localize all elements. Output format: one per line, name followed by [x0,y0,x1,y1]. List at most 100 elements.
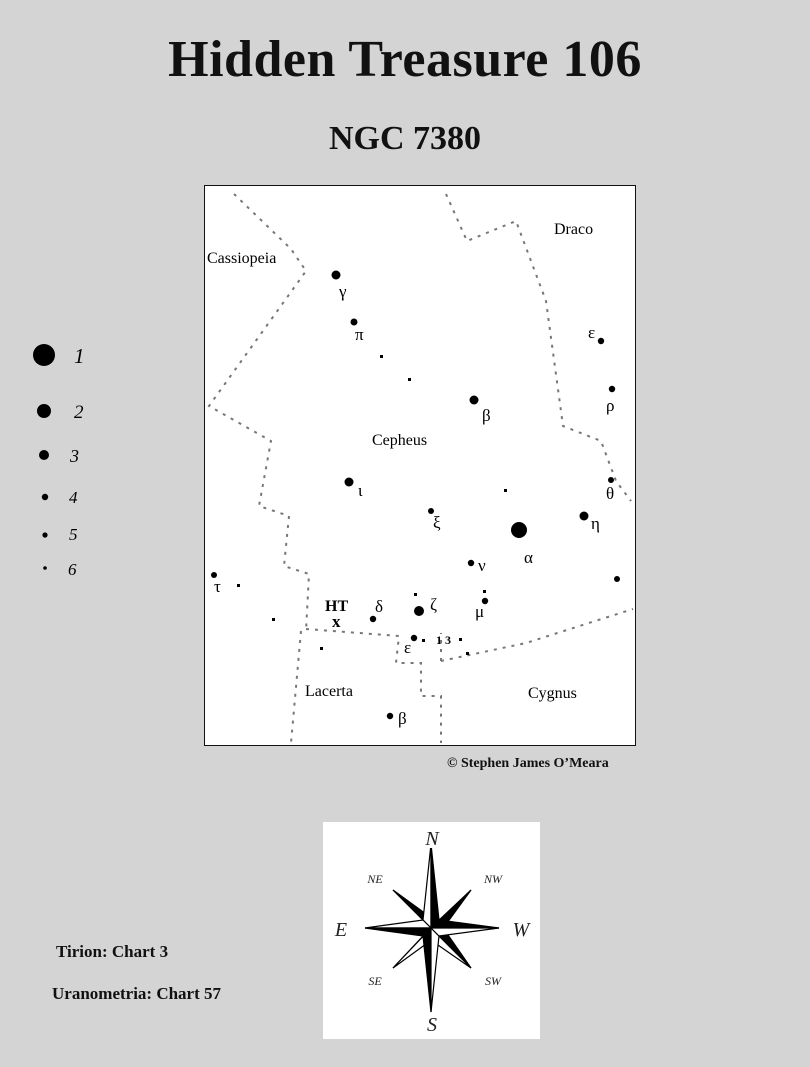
label-cepheus: Cepheus [372,432,427,449]
compass-w: W [513,919,532,941]
object-name: NGC 7380 [328,120,482,157]
star-faint [414,593,417,596]
star-faint [504,489,507,492]
compass-sw: SW [485,974,502,988]
magnitude-5-label: 5 [69,525,78,544]
compass-s: S [427,1014,437,1036]
label-nu: ν [478,556,486,575]
star-eta [579,511,589,521]
magnitude-4-dot [41,493,49,501]
star-pi [350,318,358,326]
star-iota [344,477,354,487]
constellation-labels: Cassiopeia Draco Cepheus Lacerta Cygnus [207,221,593,702]
boundary-draco-cepheus [445,193,632,502]
label-gamma: γ [338,282,347,301]
label-iota: ι [358,481,363,500]
point-w-dark [429,919,500,929]
tirion-reference: Tirion: Chart 3 [56,942,169,961]
boundary-lacerta-west [290,630,302,744]
compass-n-plate [417,826,447,848]
point-n-dark [430,843,440,930]
star-labels: γ π β ε ρ θ ι ξ α η ν μ τ δ ζ ε β 1 3 HT… [214,282,614,728]
label-mu: μ [475,602,484,621]
magnitude-legend: 1 2 3 4 5 6 [33,344,85,579]
star-faint [459,638,462,641]
star-xi [428,508,434,514]
constellation-boundaries [207,193,634,744]
compass-star [364,843,500,1013]
label-epsilon-draco: ε [588,323,595,342]
star-faint [237,584,240,587]
star-faint [408,378,411,381]
star-faint [380,355,383,358]
label-draco: Draco [554,221,593,238]
compass-se: SE [368,974,382,988]
star-theta [608,477,614,483]
star-faint [483,590,486,593]
star-delta [369,615,377,623]
star-beta-lacerta [386,712,394,720]
star-chart-canvas: Cassiopeia Draco Cepheus Lacerta Cygnus [207,193,634,744]
magnitude-5-dot [42,532,48,538]
star-epsilon-draco [597,337,605,345]
label-lacerta: Lacerta [305,683,353,700]
star-gamma [331,270,341,280]
star-zeta [414,606,424,616]
boundary-cepheus-lacerta [305,628,442,743]
label-13: 1 3 [436,633,451,647]
label-theta: θ [606,484,614,503]
page-title: Hidden Treasure 106 [168,31,642,88]
magnitude-1-label: 1 [74,344,85,368]
label-epsilon: ε [404,638,411,657]
star-epsilon [410,634,418,642]
magnitude-2-label: 2 [74,402,84,423]
label-eta: η [591,514,600,533]
star-mu [481,597,489,605]
compass-canvas: N S E W NE NW SE SW [334,826,532,1036]
compass-nw: NW [483,872,503,886]
label-beta-lacerta: β [398,709,407,728]
label-zeta: ζ [430,595,437,614]
label-rho: ρ [606,396,614,415]
compass-labels: N S E W NE NW SE SW [334,826,532,1036]
star-rho [608,385,616,393]
label-cassiopeia: Cassiopeia [207,250,276,267]
star-cygnus-field [614,576,620,582]
magnitude-1-dot [33,344,55,366]
target-marker: x [332,612,341,631]
label-pi: π [355,325,364,344]
point-s-dark [422,926,432,1013]
point-s-light [430,926,440,1013]
magnitude-4-label: 4 [69,488,78,507]
boundary-cassiopeia-cepheus [207,193,311,632]
label-cygnus: Cygnus [528,685,577,702]
label-alpha: α [524,548,533,567]
label-delta: δ [375,597,383,616]
boundary-cepheus-cygnus [440,608,634,662]
point-e-dark [364,927,433,937]
magnitude-3-dot [39,450,49,460]
stars [211,270,620,720]
uranometria-reference: Uranometria: Chart 57 [52,984,222,1003]
point-w-light [429,927,500,937]
compass-e: E [334,919,347,941]
magnitude-6-dot [43,566,47,570]
star-faint [320,647,323,650]
compass-n: N [424,828,440,850]
star-alpha [511,522,527,538]
point-e-light [364,919,433,929]
star-nu [467,559,475,567]
target-label: HT [325,598,348,615]
label-tau: τ [214,577,221,596]
magnitude-6-label: 6 [68,560,77,579]
star-faint [466,652,469,655]
point-n-light [422,843,432,930]
magnitude-2-dot [37,404,51,418]
star-faint [422,639,425,642]
star-chart: Cassiopeia Draco Cepheus Lacerta Cygnus [204,185,636,746]
star-beta [469,395,479,405]
star-tau [211,572,217,578]
label-beta: β [482,406,491,425]
compass-rose: N S E W NE NW SE SW [323,822,540,1039]
label-xi: ξ [433,513,441,532]
